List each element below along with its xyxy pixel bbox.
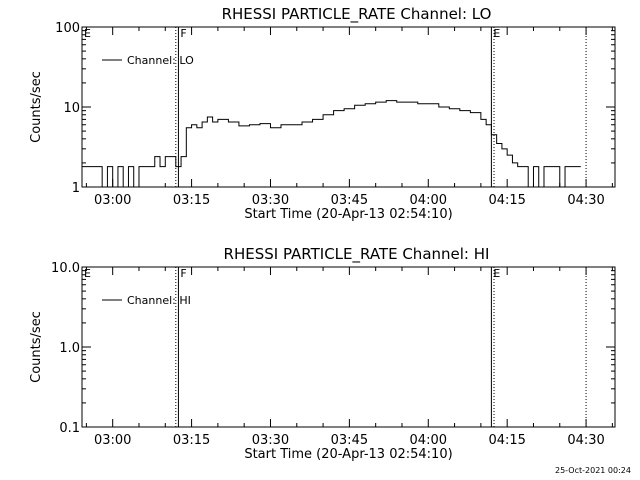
time-marker-label: F (180, 27, 186, 40)
x-tick-label: 04:30 (567, 193, 604, 208)
x-tick-label: 04:00 (410, 193, 447, 208)
time-marker-label: E (84, 27, 91, 40)
time-marker-label: E (493, 267, 500, 280)
y-axis-label: Counts/sec (29, 311, 44, 383)
footer-timestamp: 25-Oct-2021 00:24 (555, 466, 631, 475)
time-marker-label: E (84, 267, 91, 280)
x-tick-label: 04:00 (410, 433, 447, 448)
chart-panel-2: RHESSI PARTICLE_RATE Channel: HI 03:00 03:… (29, 245, 616, 462)
y-tick-label: 100 (55, 21, 80, 36)
legend-label: Channel: HI (127, 294, 191, 307)
y-tick-label: 0.1 (59, 421, 80, 436)
x-tick-label: 03:45 (331, 433, 368, 448)
x-tick-label: 03:30 (252, 193, 289, 208)
y-tick-label: 1.0 (59, 341, 80, 356)
plot-frame (81, 26, 616, 188)
x-tick-label: 04:15 (488, 193, 525, 208)
chart-title: RHESSI PARTICLE_RATE Channel: HI (224, 245, 490, 264)
x-tick-label: 03:00 (94, 193, 131, 208)
y-tick-label: 1 (72, 181, 80, 196)
chart-panel-1: RHESSI PARTICLE_RATE Channel: LO 03:00 03:… (29, 5, 616, 222)
x-tick-label: 03:15 (173, 193, 210, 208)
x-tick-label: 04:30 (567, 433, 604, 448)
x-tick-label: 03:30 (252, 433, 289, 448)
time-marker-label: F (180, 267, 186, 280)
chart-title: RHESSI PARTICLE_RATE Channel: LO (222, 5, 492, 24)
y-tick-label: 10.0 (51, 261, 80, 276)
x-axis-label: Start Time (20-Apr-13 02:54:10) (244, 447, 452, 462)
y-axis-label: Counts/sec (29, 71, 44, 143)
x-tick-label: 03:45 (331, 193, 368, 208)
series-line-channel-lo (82, 100, 581, 187)
x-axis-label: Start Time (20-Apr-13 02:54:10) (244, 207, 452, 222)
legend-label: Channel: LO (127, 54, 194, 67)
time-marker-label: E (493, 27, 500, 40)
x-tick-label: 03:00 (94, 433, 131, 448)
plot-frame (81, 266, 616, 428)
x-tick-label: 04:15 (488, 433, 525, 448)
x-tick-label: 03:15 (173, 433, 210, 448)
y-tick-label: 10 (63, 101, 80, 116)
